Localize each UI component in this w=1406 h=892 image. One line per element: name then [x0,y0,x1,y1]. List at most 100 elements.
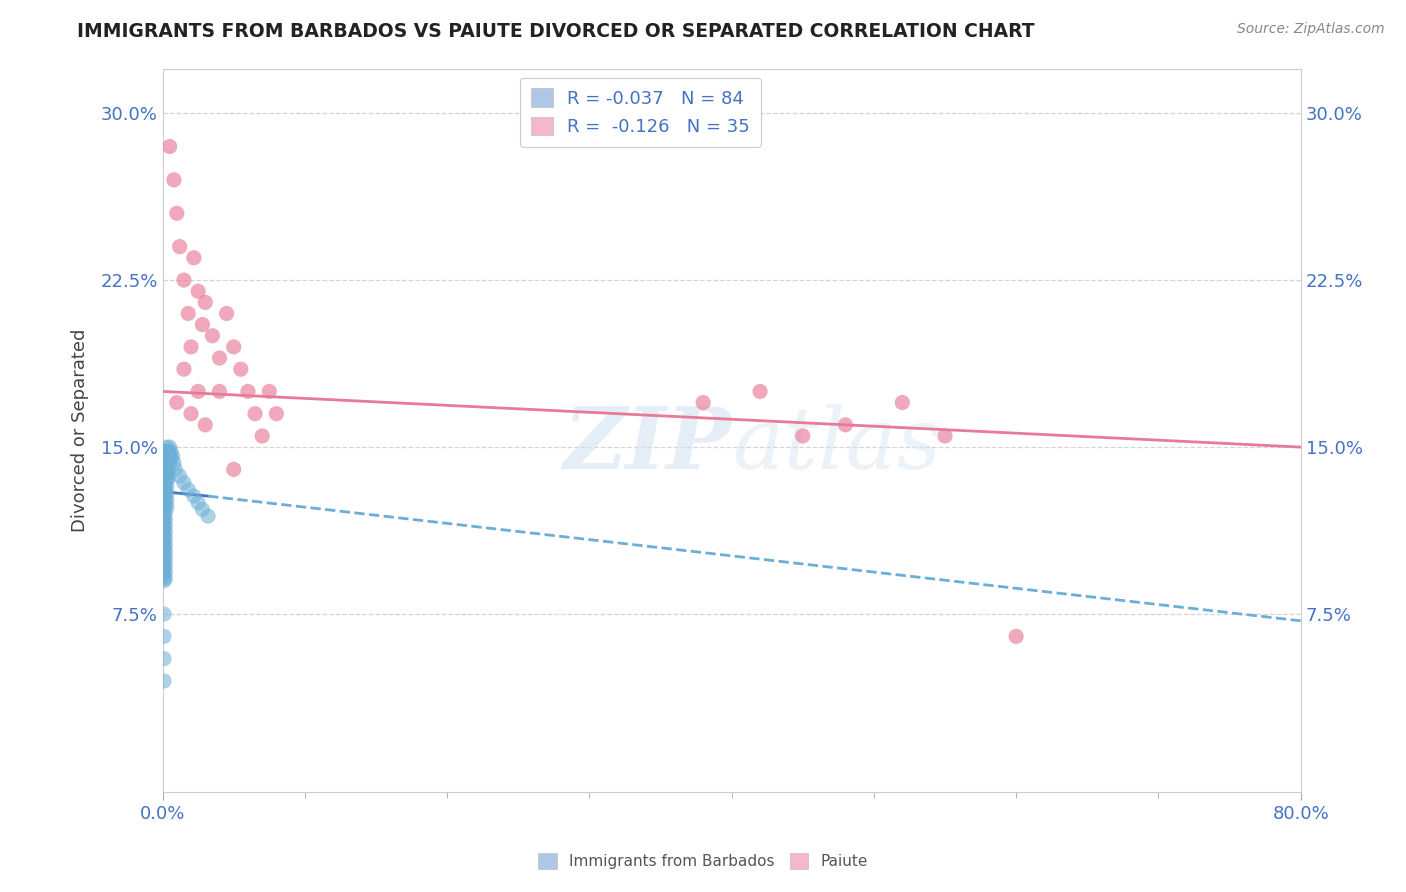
Point [153,507,176,521]
Point [250,429,273,443]
Point [153,524,176,539]
Point [153,542,176,557]
Point [159,447,181,461]
Point [153,493,176,508]
Point [153,538,176,552]
Point [153,471,176,485]
Point [156,440,179,454]
Point [156,453,179,467]
Text: Source: ZipAtlas.com: Source: ZipAtlas.com [1237,22,1385,37]
Legend: Immigrants from Barbados, Paiute: Immigrants from Barbados, Paiute [533,847,873,875]
Point [153,480,176,494]
Point [155,498,177,512]
Point [156,487,179,501]
Point [692,395,714,409]
Point [208,384,231,399]
Point [153,651,176,665]
Text: atlas: atlas [731,403,941,486]
Point [201,328,224,343]
Point [163,456,186,470]
Point [1005,629,1028,643]
Point [153,529,176,543]
Point [834,417,856,432]
Legend: R = -0.037   N = 84, R =  -0.126   N = 35: R = -0.037 N = 84, R = -0.126 N = 35 [520,78,761,147]
Point [153,444,176,458]
Point [155,572,177,586]
Point [222,340,245,354]
Point [153,484,176,499]
Point [155,551,177,566]
Point [155,524,177,539]
Point [163,173,186,187]
Point [155,465,177,479]
Point [156,467,179,481]
Point [156,500,179,515]
Point [156,447,179,461]
Point [155,451,177,466]
Point [229,362,252,376]
Point [157,458,180,472]
Point [191,502,214,516]
Point [153,460,176,475]
Point [222,462,245,476]
Point [194,295,217,310]
Point [153,456,176,470]
Point [157,451,180,466]
Text: ZIP: ZIP [564,403,731,487]
Point [180,340,202,354]
Point [162,449,184,463]
Point [153,475,176,490]
Point [153,533,176,548]
Point [159,440,181,454]
Point [155,518,177,533]
Point [153,551,176,566]
Point [155,565,177,579]
Point [153,569,176,583]
Point [266,407,288,421]
Point [236,384,259,399]
Point [160,451,183,466]
Point [243,407,266,421]
Point [157,444,180,458]
Point [153,498,176,512]
Point [153,516,176,530]
Point [792,429,814,443]
Point [191,318,214,332]
Point [160,444,183,458]
Point [187,496,209,510]
Point [155,511,177,525]
Point [169,240,191,254]
Point [934,429,956,443]
Point [155,505,177,519]
Point [166,395,188,409]
Point [187,284,209,298]
Point [208,351,231,365]
Point [156,474,179,488]
Point [153,629,176,643]
Point [155,484,177,499]
Point [153,607,176,621]
Point [197,509,219,524]
Point [156,460,179,475]
Point [153,520,176,534]
Point [155,545,177,559]
Point [157,471,180,485]
Point [169,469,191,483]
Point [194,417,217,432]
Point [157,465,180,479]
Point [155,532,177,546]
Point [153,502,176,516]
Point [155,458,177,472]
Point [155,538,177,552]
Y-axis label: Divorced or Separated: Divorced or Separated [72,329,89,533]
Point [153,565,176,579]
Point [153,462,176,476]
Point [187,384,209,399]
Point [153,673,176,688]
Point [153,489,176,503]
Point [166,206,188,220]
Point [153,467,176,481]
Point [155,471,177,485]
Point [155,478,177,492]
Point [153,451,176,466]
